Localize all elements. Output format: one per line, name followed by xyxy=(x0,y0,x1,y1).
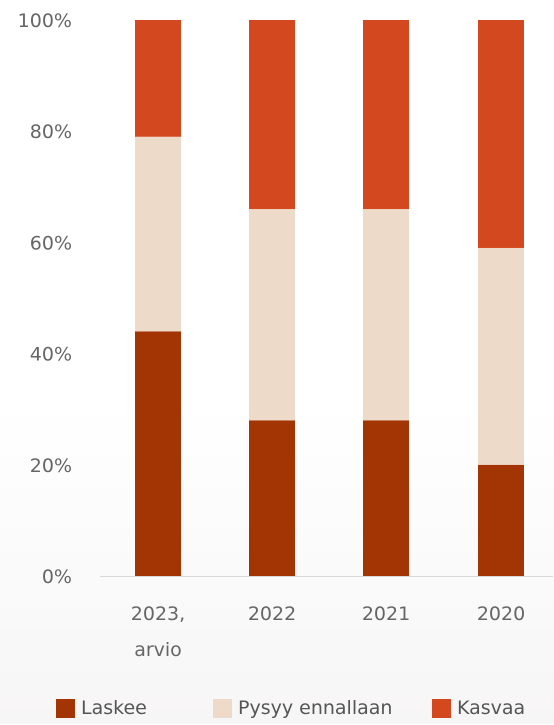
y-axis: 0% 20% 40% 60% 80% 100% xyxy=(18,10,72,588)
legend-item: Laskee xyxy=(56,697,147,719)
legend-label: Laskee xyxy=(81,697,147,719)
x-tick-label: 2022 xyxy=(248,603,296,625)
x-tick-label: 2021 xyxy=(362,603,410,625)
bar-segment-laskee xyxy=(478,464,524,576)
y-tick-label: 80% xyxy=(30,121,72,143)
x-axis: 2023, arvio 2022 2021 2020 xyxy=(131,603,525,661)
bar-segment-pysyy-ennallaan xyxy=(478,247,524,465)
legend-label: Kasvaa xyxy=(457,697,526,719)
bar-segment-laskee xyxy=(363,420,409,576)
legend: Laskee Pysyy ennallaan Kasvaa xyxy=(0,697,554,725)
bar-segment-kasvaa xyxy=(478,20,524,248)
x-tick-label: 2023, xyxy=(131,603,185,625)
bar-segment-laskee xyxy=(135,331,181,576)
bar-segment-kasvaa xyxy=(249,20,295,210)
bar-segment-pysyy-ennallaan xyxy=(363,209,409,421)
bars xyxy=(135,20,524,576)
y-tick-label: 0% xyxy=(42,566,72,588)
legend-swatch xyxy=(432,698,451,718)
bar-segment-laskee xyxy=(249,420,295,576)
legend-label: Pysyy ennallaan xyxy=(238,697,393,719)
bar-segment-pysyy-ennallaan xyxy=(249,209,295,421)
bar-segment-kasvaa xyxy=(363,20,409,210)
legend-swatch xyxy=(213,698,232,718)
bar-segment-kasvaa xyxy=(135,20,181,137)
legend-swatch xyxy=(56,698,75,718)
y-tick-label: 40% xyxy=(30,344,72,366)
y-tick-label: 60% xyxy=(30,232,72,254)
legend-item: Pysyy ennallaan xyxy=(213,697,392,719)
legend-item: Kasvaa xyxy=(432,697,525,719)
x-tick-label: arvio xyxy=(134,639,182,661)
y-tick-label: 100% xyxy=(18,10,72,32)
y-tick-label: 20% xyxy=(30,455,72,477)
x-tick-label: 2020 xyxy=(477,603,525,625)
bar-segment-pysyy-ennallaan xyxy=(135,136,181,332)
